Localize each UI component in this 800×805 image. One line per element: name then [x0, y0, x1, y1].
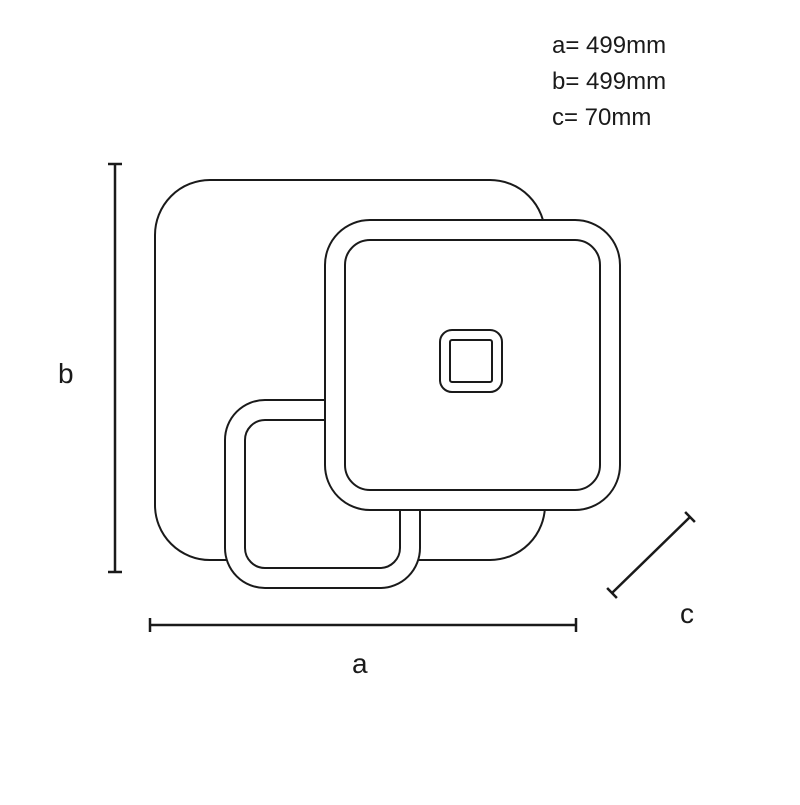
dimension-block: a= 499mm b= 499mm c= 70mm: [552, 28, 666, 136]
label-c: c: [680, 598, 694, 630]
technical-drawing: [0, 0, 800, 800]
dim-c-text: c= 70mm: [552, 100, 666, 136]
diagram-stage: a= 499mm b= 499mm c= 70mm b a c: [0, 0, 800, 800]
dim-b-text: b= 499mm: [552, 64, 666, 100]
dim-a-text: a= 499mm: [552, 28, 666, 64]
label-a: a: [352, 648, 368, 680]
label-b: b: [58, 358, 74, 390]
